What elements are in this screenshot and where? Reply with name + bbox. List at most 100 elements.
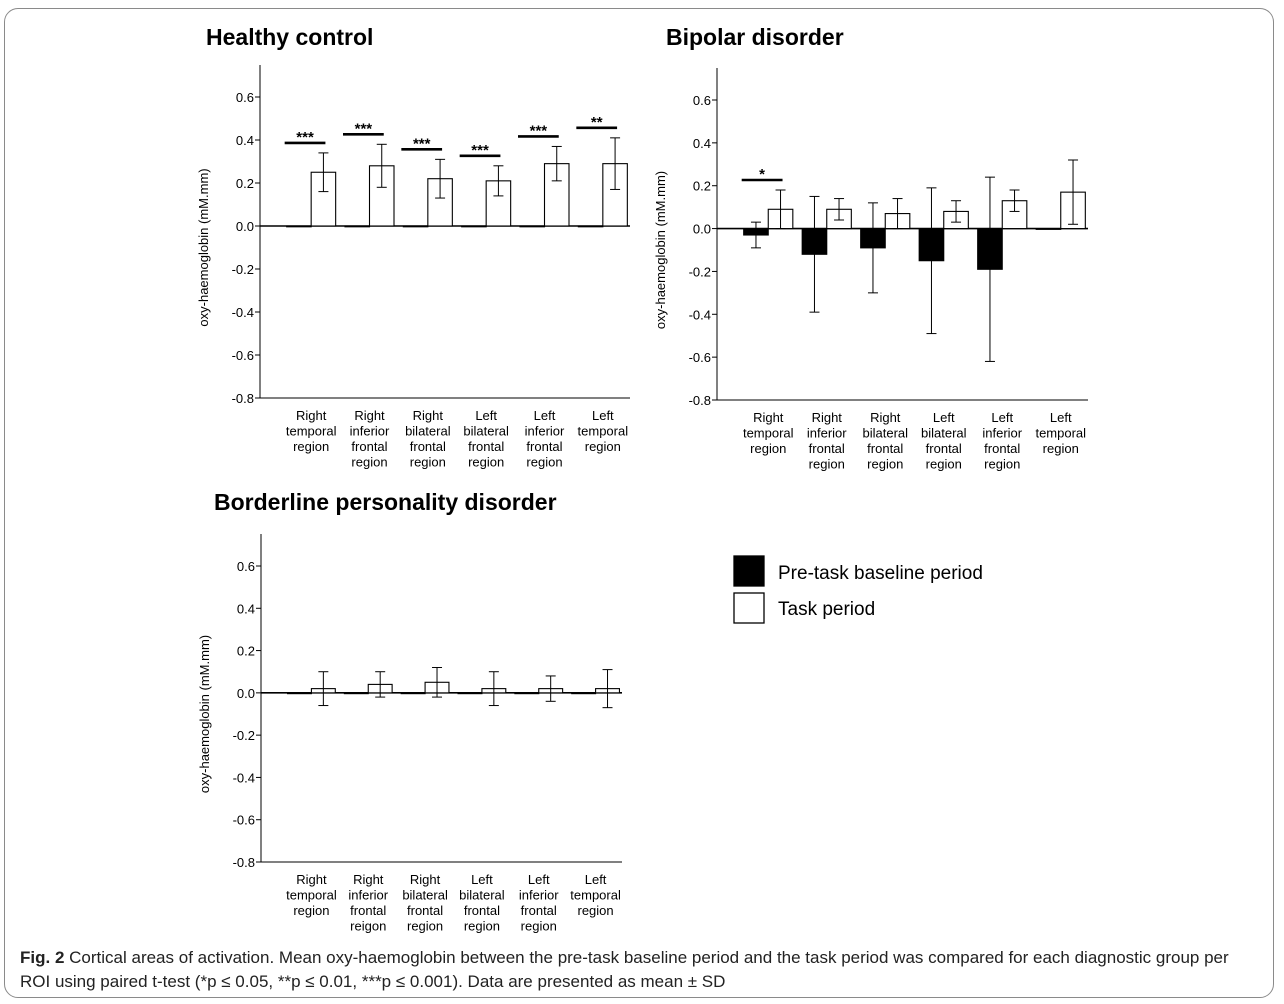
- x-category-label: region: [750, 441, 786, 456]
- figure-canvas: Healthy control 0.6 0.4 0.2 0.0 -0.2 -0.4 -0.6…: [196, 24, 1088, 934]
- legend-swatch-pre-task: [733, 555, 765, 587]
- x-category-label: Left: [475, 408, 497, 423]
- y-tick-label: 0.4: [693, 136, 711, 151]
- bar-pre-task: [286, 225, 312, 228]
- bar-pre-task: [344, 225, 371, 228]
- x-category-label: region: [351, 455, 387, 470]
- caption-label: Fig. 2: [20, 948, 65, 967]
- y-tick-label: -0.6: [689, 350, 711, 365]
- y-tick-label: 0.0: [237, 686, 255, 701]
- y-tick-label: -0.8: [232, 391, 254, 406]
- y-tick-label: 0.4: [236, 133, 254, 148]
- x-category-label: bilateral: [405, 424, 451, 439]
- legend-label-task: Task period: [778, 599, 875, 620]
- y-tick-label: 0.0: [693, 222, 711, 237]
- figure-caption: Fig. 2 Cortical areas of activation. Mea…: [20, 946, 1260, 994]
- chart-title: Bipolar disorder: [666, 24, 844, 50]
- bar-pre-task: [571, 692, 597, 695]
- x-category-label: region: [407, 919, 443, 934]
- x-category-label: Right: [410, 872, 441, 887]
- x-category-label: Right: [413, 408, 444, 423]
- significance-marker: ***: [413, 135, 431, 152]
- x-category-label: inferior: [350, 424, 390, 439]
- y-tick-label: 0.2: [693, 179, 711, 194]
- significance-marker: ***: [471, 142, 489, 159]
- chart-title: Healthy control: [206, 24, 373, 50]
- x-category-label: inferior: [519, 888, 559, 903]
- x-category-label: region: [867, 457, 903, 472]
- x-category-label: frontal: [867, 441, 903, 456]
- x-category-label: frontal: [468, 439, 504, 454]
- legend-label-pre-task: Pre-task baseline period: [778, 563, 983, 584]
- y-tick-label: 0.4: [237, 601, 255, 616]
- y-tick-label: -0.4: [233, 770, 255, 785]
- y-axis-label: oxy-haemoglobin (mM.mm): [197, 635, 212, 793]
- x-category-label: frontal: [984, 441, 1020, 456]
- y-tick-label: -0.6: [233, 813, 255, 828]
- x-category-label: frontal: [464, 903, 500, 918]
- bar-pre-task: [343, 692, 369, 695]
- bar-pre-task: [577, 225, 604, 228]
- y-tick-label: 0.2: [237, 644, 255, 659]
- y-tick-label: -0.4: [232, 305, 254, 320]
- y-tick-label: -0.8: [233, 855, 255, 870]
- x-category-label: temporal: [1035, 426, 1086, 441]
- significance-marker: **: [591, 114, 603, 131]
- x-category-label: temporal: [743, 426, 794, 441]
- x-category-label: Right: [812, 410, 843, 425]
- x-category-label: Right: [354, 408, 385, 423]
- x-category-label: region: [526, 455, 562, 470]
- x-category-label: Left: [585, 872, 607, 887]
- y-tick-label: -0.8: [689, 393, 711, 408]
- bar-pre-task: [286, 692, 312, 695]
- y-tick-label: 0.6: [237, 559, 255, 574]
- chart-title: Borderline personality disorder: [214, 489, 557, 515]
- x-category-label: inferior: [348, 888, 388, 903]
- x-category-label: region: [984, 457, 1020, 472]
- x-category-label: Left: [1050, 410, 1072, 425]
- bar-task: [602, 163, 628, 227]
- x-category-label: Right: [353, 872, 384, 887]
- x-category-label: bilateral: [459, 888, 505, 903]
- bar-pre-task: [519, 225, 546, 228]
- x-category-label: region: [585, 439, 621, 454]
- x-category-label: frontal: [521, 903, 557, 918]
- x-category-label: region: [293, 903, 329, 918]
- bar-pre-task: [457, 692, 483, 695]
- bar-pre-task: [1035, 228, 1062, 230]
- x-category-label: frontal: [526, 439, 562, 454]
- x-category-label: bilateral: [921, 426, 967, 441]
- x-category-label: bilateral: [463, 424, 509, 439]
- x-category-label: bilateral: [862, 426, 908, 441]
- significance-marker: ***: [530, 122, 548, 139]
- y-axis-label: oxy-haemoglobin (mM.mm): [653, 171, 668, 329]
- x-category-label: Right: [296, 408, 327, 423]
- x-category-label: frontal: [407, 903, 443, 918]
- y-tick-label: -0.2: [689, 264, 711, 279]
- x-category-label: inferior: [982, 426, 1022, 441]
- x-category-label: region: [926, 457, 962, 472]
- y-tick-label: 0.0: [236, 219, 254, 234]
- x-category-label: Right: [753, 410, 784, 425]
- y-tick-label: 0.6: [693, 93, 711, 108]
- bar-pre-task: [514, 692, 540, 695]
- x-category-label: reigon: [350, 919, 386, 934]
- x-category-label: temporal: [286, 888, 337, 903]
- panel-healthy-control: Healthy control 0.6 0.4 0.2 0.0 -0.2 -0.4 -0.6…: [196, 24, 630, 470]
- bar-pre-task: [400, 692, 426, 695]
- x-category-label: bilateral: [402, 888, 448, 903]
- x-category-label: Left: [592, 408, 614, 423]
- significance-marker: ***: [355, 120, 373, 137]
- x-category-label: region: [1043, 441, 1079, 456]
- panel-bipolar-disorder: Bipolar disorder 0.6 0.4 0.2 0.0 -0.2 -0.4 -0.…: [653, 24, 1088, 472]
- x-category-label: region: [464, 919, 500, 934]
- significance-marker: *: [759, 166, 765, 183]
- x-category-label: Right: [870, 410, 901, 425]
- y-tick-label: -0.2: [232, 262, 254, 277]
- legend: Pre-task baseline period Task period: [733, 555, 983, 624]
- x-category-label: temporal: [570, 888, 621, 903]
- x-category-label: Left: [471, 872, 493, 887]
- x-category-label: frontal: [350, 903, 386, 918]
- y-axis-label: oxy-haemoglobin (mM.mm): [196, 168, 211, 326]
- bar-task: [485, 180, 512, 227]
